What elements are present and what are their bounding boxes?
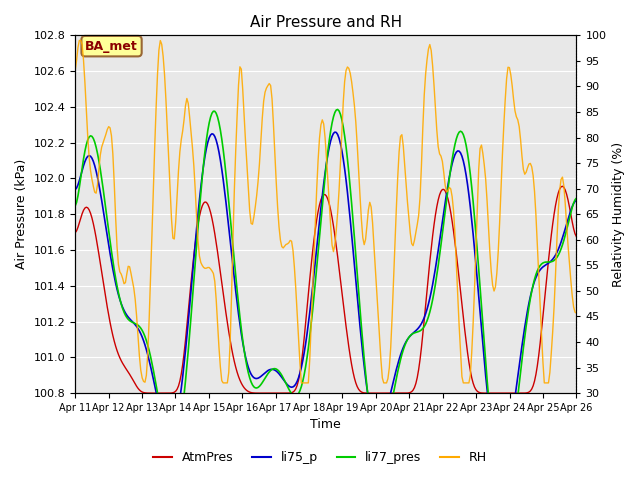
Y-axis label: Air Pressure (kPa): Air Pressure (kPa) — [15, 159, 28, 269]
Text: BA_met: BA_met — [85, 40, 138, 53]
Title: Air Pressure and RH: Air Pressure and RH — [250, 15, 402, 30]
Legend: AtmPres, li75_p, li77_pres, RH: AtmPres, li75_p, li77_pres, RH — [148, 446, 492, 469]
X-axis label: Time: Time — [310, 419, 341, 432]
Y-axis label: Relativity Humidity (%): Relativity Humidity (%) — [612, 142, 625, 287]
